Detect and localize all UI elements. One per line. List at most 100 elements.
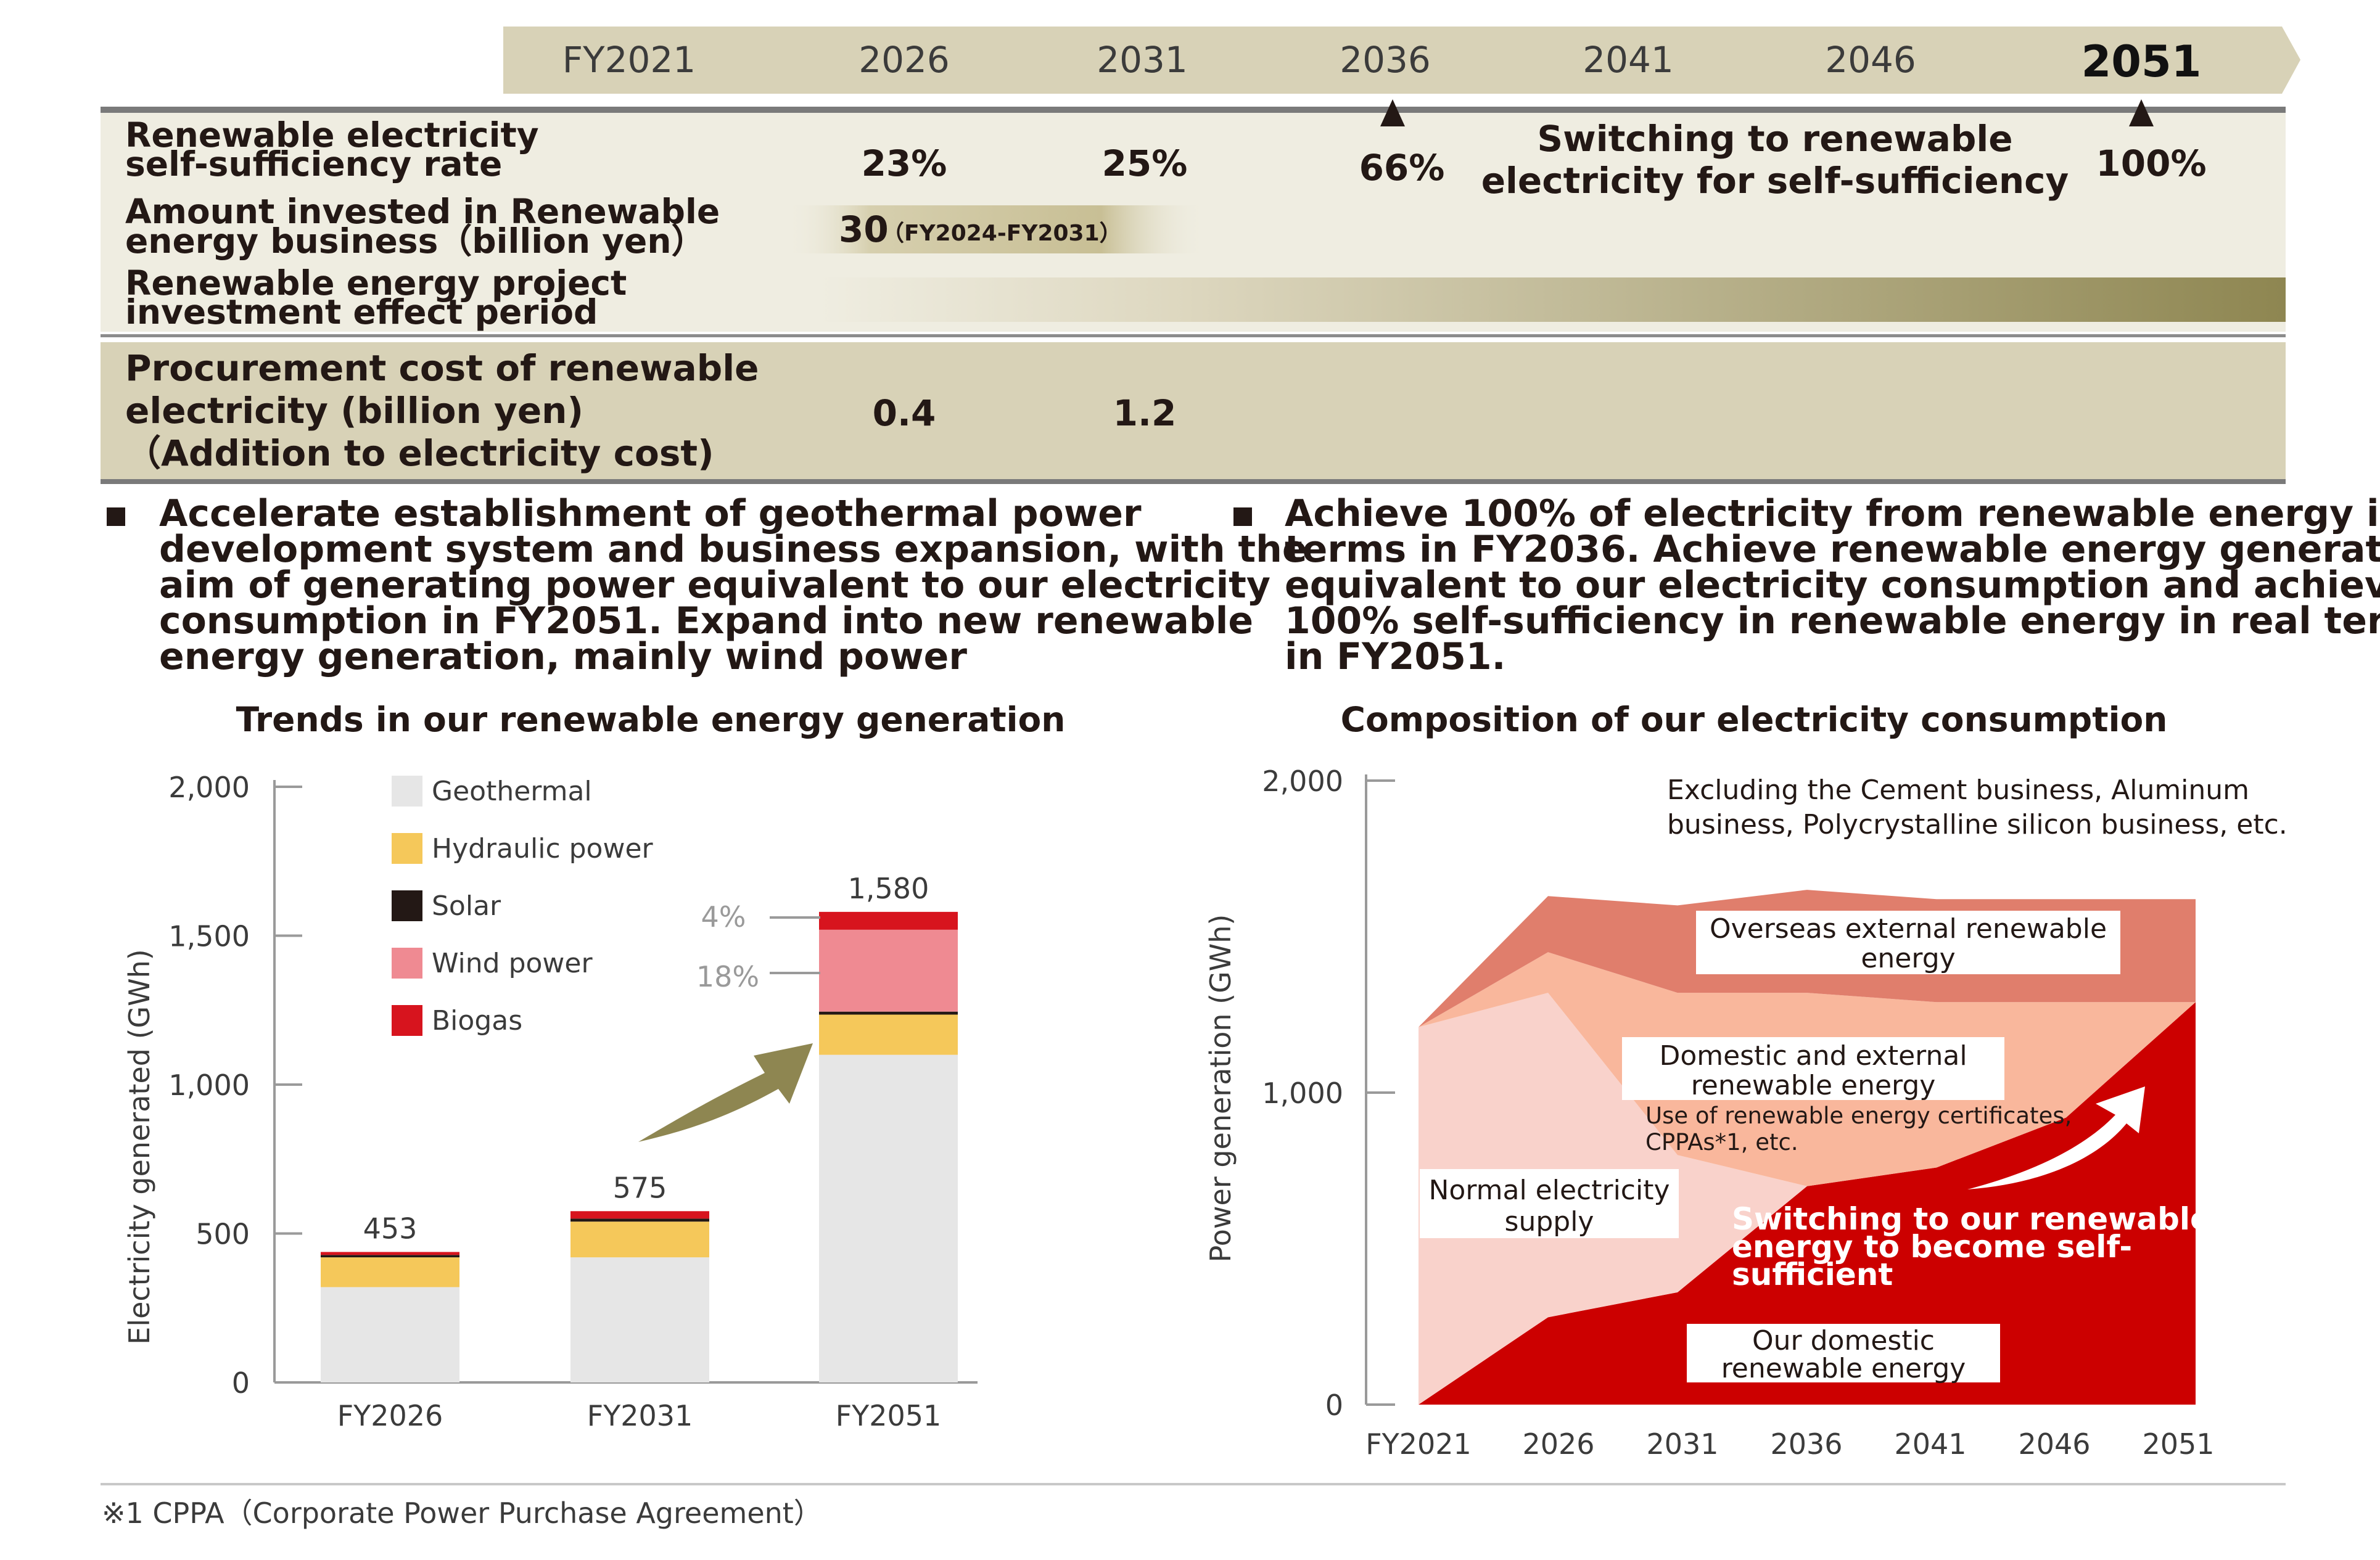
triangle-marker-2036: [1380, 99, 1405, 126]
row-label-procurement: Procurement cost of renewable: [125, 347, 759, 389]
bar-total-label: 453: [363, 1212, 418, 1245]
left-ytick-label: 2,000: [168, 771, 250, 804]
svg-text:terms in FY2036. Achieve renew: terms in FY2036. Achieve renewable energ…: [1285, 528, 2380, 571]
timeline-year-2026: 2026: [859, 39, 950, 81]
legend-label: Geothermal: [432, 776, 592, 807]
right-xtick-label: 2026: [1522, 1427, 1594, 1461]
right-xtick-label: FY2021: [1365, 1427, 1472, 1461]
domestic-label-2: renewable energy: [1721, 1353, 1966, 1384]
bar-segment-geothermal: [570, 1257, 709, 1382]
bar-segment-solar: [321, 1255, 459, 1258]
normal-supply-label-2: supply: [1505, 1206, 1594, 1238]
right-note-2: business, Polycrystalline silicon busine…: [1667, 809, 2287, 840]
domestic-external-label: Domestic and external: [1659, 1040, 1967, 1072]
table-mid-rule-line: [101, 334, 2286, 337]
area-our-domestic-renewable-energy: [1419, 1002, 2196, 1405]
rate-2026: 23%: [862, 142, 947, 184]
svg-text:in FY2051.: in FY2051.: [1285, 635, 1505, 678]
bar-segment-geothermal: [321, 1287, 459, 1382]
right-xtick-label: 2046: [2018, 1427, 2090, 1461]
effect-period-bar: [820, 277, 2286, 322]
legend-swatch: [392, 776, 422, 807]
svg-text:Accelerate establishment of ge: Accelerate establishment of geothermal p…: [159, 492, 1142, 535]
bar-segment-biogas: [819, 911, 958, 930]
row-label-investment-2: energy business（billion yen）: [125, 221, 705, 261]
rate-2031: 25%: [1102, 142, 1188, 184]
right-ytick-label: 2,000: [1262, 765, 1343, 798]
right-chart-title: Composition of our electricity consumpti…: [1341, 700, 2168, 739]
switching-label: Switching to our renewable: [1732, 1201, 2211, 1237]
overseas-label-box: [1696, 911, 2120, 974]
cost-2031: 1.2: [1113, 392, 1177, 434]
left-ytick-label: 1,500: [168, 920, 250, 953]
row-label-procurement-3: （Addition to electricity cost): [125, 432, 714, 474]
right-xtick-label: 2031: [1646, 1427, 1718, 1461]
left-ytick-label: 500: [196, 1218, 250, 1251]
timeline-year-2031: 2031: [1097, 39, 1188, 81]
timeline-year-2041: 2041: [1583, 39, 1674, 81]
normal-supply-label-box: [1420, 1169, 1679, 1238]
bar-segment-biogas: [321, 1252, 459, 1255]
timeline-year-2036: 2036: [1340, 39, 1431, 81]
triangle-marker-2051: [2129, 99, 2154, 126]
bar-segment-geothermal: [819, 1054, 958, 1382]
annotation-biogas-pct: 4%: [701, 900, 746, 934]
rate-2051: 100%: [2096, 142, 2206, 184]
left-chart-ylabel: Electricity generated (GWh): [123, 949, 156, 1345]
bullet-square-right: [1233, 507, 1252, 526]
svg-text:aim of generating power equiva: aim of generating power equivalent to ou…: [159, 564, 1270, 607]
switching-text-1: Switching to renewable: [1537, 118, 2012, 160]
electricity-consumption-chart: Composition of our electricity consumpti…: [1204, 700, 2287, 1461]
right-ytick-label: 0: [1325, 1389, 1343, 1422]
row-label-procurement-2: electricity (billion yen): [125, 390, 583, 432]
bullet-square-left: [107, 507, 125, 526]
left-chart-title: Trends in our renewable energy generatio…: [236, 700, 1066, 739]
svg-text:equivalent to our electricity: equivalent to our electricity consumptio…: [1285, 564, 2380, 607]
legend-label: Wind power: [432, 948, 593, 979]
bar-category-label: FY2051: [836, 1399, 942, 1432]
overseas-label: Overseas external renewable: [1710, 913, 2107, 945]
bar-segment-hydraulic-power: [819, 1014, 958, 1055]
left-ytick-label: 1,000: [168, 1069, 250, 1102]
switching-label-2: energy to become self-: [1732, 1229, 2132, 1265]
domestic-label: Our domestic: [1752, 1325, 1935, 1357]
investment-amount: 30: [839, 208, 889, 250]
bar-segment-biogas: [570, 1211, 709, 1219]
svg-text:development system and busines: development system and business expansio…: [159, 528, 1307, 571]
certificates-label-2: CPPAs*1, etc.: [1645, 1129, 1798, 1156]
footnote: ※1 CPPA（Corporate Power Purchase Agreeme…: [102, 1496, 822, 1530]
timeline-year-2051: 2051: [2081, 36, 2202, 87]
bar-total-label: 575: [613, 1171, 667, 1204]
renewable-generation-chart: Trends in our renewable energy generatio…: [123, 700, 1065, 1432]
switching-text-2: electricity for self-sufficiency: [1481, 160, 2069, 202]
timeline-year-fy2021: FY2021: [562, 39, 696, 81]
table-top-rule: [101, 107, 2286, 113]
right-note-1: Excluding the Cement business, Aluminum: [1667, 774, 2249, 806]
legend-label: Biogas: [432, 1005, 522, 1037]
legend-swatch: [392, 948, 422, 979]
row-label-investment: Amount invested in Renewable: [125, 192, 720, 231]
growth-arrow-icon: [638, 1043, 813, 1142]
certificates-label: Use of renewable energy certificates,: [1645, 1102, 2072, 1129]
switching-arrow-icon: [1967, 1086, 2145, 1189]
overseas-label-2: energy: [1861, 943, 1955, 974]
bullet-left-text: Accelerate establishment of geothermal p…: [159, 492, 1307, 678]
domestic-label-box: [1687, 1324, 2000, 1382]
annotation-wind-pct: 18%: [696, 960, 759, 993]
bar-segment-solar: [570, 1218, 709, 1222]
row-label-effect-period: Renewable energy project: [125, 263, 627, 303]
table-bottom-band: [101, 342, 2286, 481]
bar-segment-solar: [819, 1011, 958, 1015]
right-xtick-label: 2041: [1894, 1427, 1966, 1461]
right-xtick-label: 2051: [2142, 1427, 2214, 1461]
legend-label: Hydraulic power: [432, 833, 654, 864]
svg-text:100% self-sufficiency in renew: 100% self-sufficiency in renewable energ…: [1285, 599, 2380, 642]
legend-swatch: [392, 890, 422, 921]
svg-text:consumption in FY2051. Expand: consumption in FY2051. Expand into new r…: [159, 599, 1253, 642]
bar-segment-wind-power: [819, 929, 958, 1012]
bar-segment-hydraulic-power: [321, 1257, 459, 1287]
right-chart-ylabel: Power generation (GWh): [1204, 914, 1237, 1263]
timeline-header: FY2021 2026 2031 2036 2041 2046 2051: [503, 27, 2300, 94]
legend-label: Solar: [432, 890, 501, 922]
